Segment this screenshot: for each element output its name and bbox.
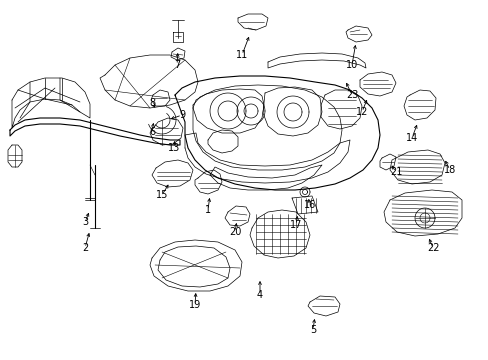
Text: 20: 20 [228, 227, 241, 237]
Text: 12: 12 [355, 107, 367, 117]
Text: 5: 5 [309, 325, 315, 335]
Text: 9: 9 [179, 110, 184, 120]
Text: 11: 11 [235, 50, 247, 60]
Text: 2: 2 [81, 243, 88, 253]
Text: 19: 19 [188, 300, 201, 310]
Text: 21: 21 [389, 167, 401, 177]
Text: 18: 18 [443, 165, 455, 175]
Text: 15: 15 [156, 190, 168, 200]
Text: 17: 17 [289, 220, 302, 230]
Text: 7: 7 [174, 60, 180, 70]
Text: 22: 22 [426, 243, 438, 253]
Text: 10: 10 [345, 60, 357, 70]
Text: 14: 14 [405, 133, 417, 143]
Text: 1: 1 [204, 205, 211, 215]
Text: 4: 4 [256, 290, 263, 300]
Text: 6: 6 [149, 127, 155, 137]
Text: 23: 23 [345, 90, 357, 100]
Text: 16: 16 [303, 200, 315, 210]
Text: 8: 8 [149, 98, 155, 108]
Text: 3: 3 [82, 217, 88, 227]
Text: 13: 13 [167, 143, 180, 153]
